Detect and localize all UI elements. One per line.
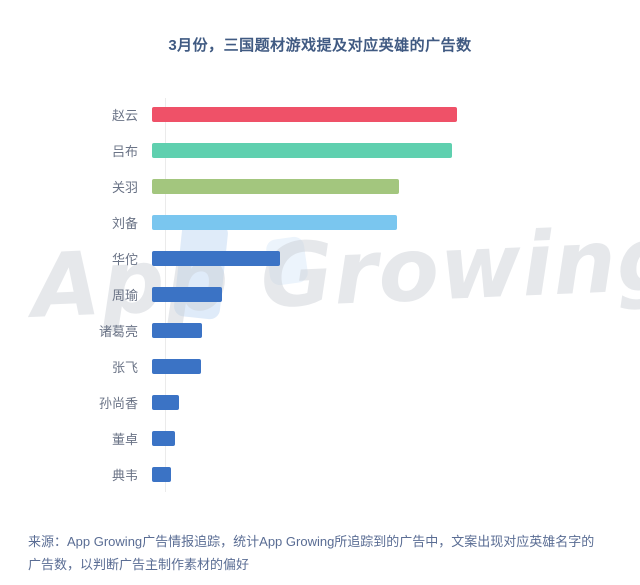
bar-row: 周瑜 [0, 276, 640, 312]
bar-label: 关羽 [111, 179, 138, 195]
bar-label: 诸葛亮 [98, 323, 138, 339]
bar-row: 张飞 [0, 348, 640, 384]
bar-row: 孙尚香 [0, 384, 640, 420]
bar-刘备 [152, 214, 397, 230]
source-note: 来源：App Growing广告情报追踪，统计App Growing所追踪到的广… [28, 530, 620, 576]
bar-孙尚香 [152, 394, 179, 410]
bar-track [152, 466, 640, 482]
bar-track [152, 394, 640, 410]
bar-row: 关羽 [0, 168, 640, 204]
bar-track [152, 106, 640, 122]
bar-track [152, 214, 640, 230]
bar-row: 典韦 [0, 456, 640, 492]
bar-track [152, 322, 640, 338]
bar-track [152, 250, 640, 266]
bar-华佗 [152, 250, 280, 266]
bar-label: 典韦 [111, 467, 138, 483]
bar-row: 诸葛亮 [0, 312, 640, 348]
bar-track [152, 142, 640, 158]
bar-关羽 [152, 178, 399, 194]
bar-row: 吕布 [0, 132, 640, 168]
bar-label: 华佗 [111, 251, 138, 267]
bar-张飞 [152, 358, 201, 374]
bar-董卓 [152, 430, 175, 446]
bar-row: 赵云 [0, 96, 640, 132]
bar-周瑜 [152, 286, 222, 302]
bar-row: 刘备 [0, 204, 640, 240]
bar-label: 张飞 [111, 359, 138, 375]
bar-track [152, 178, 640, 194]
source-note-line-2: 广告数，以判断广告主制作素材的偏好 [28, 557, 250, 572]
bar-label: 刘备 [111, 215, 138, 231]
source-note-line-1: 来源：App Growing广告情报追踪，统计App Growing所追踪到的广… [28, 534, 595, 549]
bar-label: 董卓 [111, 431, 138, 447]
bar-track [152, 358, 640, 374]
bar-label: 赵云 [111, 107, 138, 123]
bar-row: 董卓 [0, 420, 640, 456]
bar-诸葛亮 [152, 322, 202, 338]
bar-label: 周瑜 [111, 287, 138, 303]
bar-吕布 [152, 142, 452, 158]
bar-row: 华佗 [0, 240, 640, 276]
bar-track [152, 286, 640, 302]
bar-label: 孙尚香 [98, 395, 138, 411]
bar-chart: 赵云吕布关羽刘备华佗周瑜诸葛亮张飞孙尚香董卓典韦 [0, 96, 640, 492]
bar-label: 吕布 [111, 143, 138, 159]
bar-典韦 [152, 466, 171, 482]
chart-title: 3月份，三国题材游戏提及对应英雄的广告数 [168, 37, 472, 54]
bar-赵云 [152, 106, 457, 122]
bar-track [152, 430, 640, 446]
